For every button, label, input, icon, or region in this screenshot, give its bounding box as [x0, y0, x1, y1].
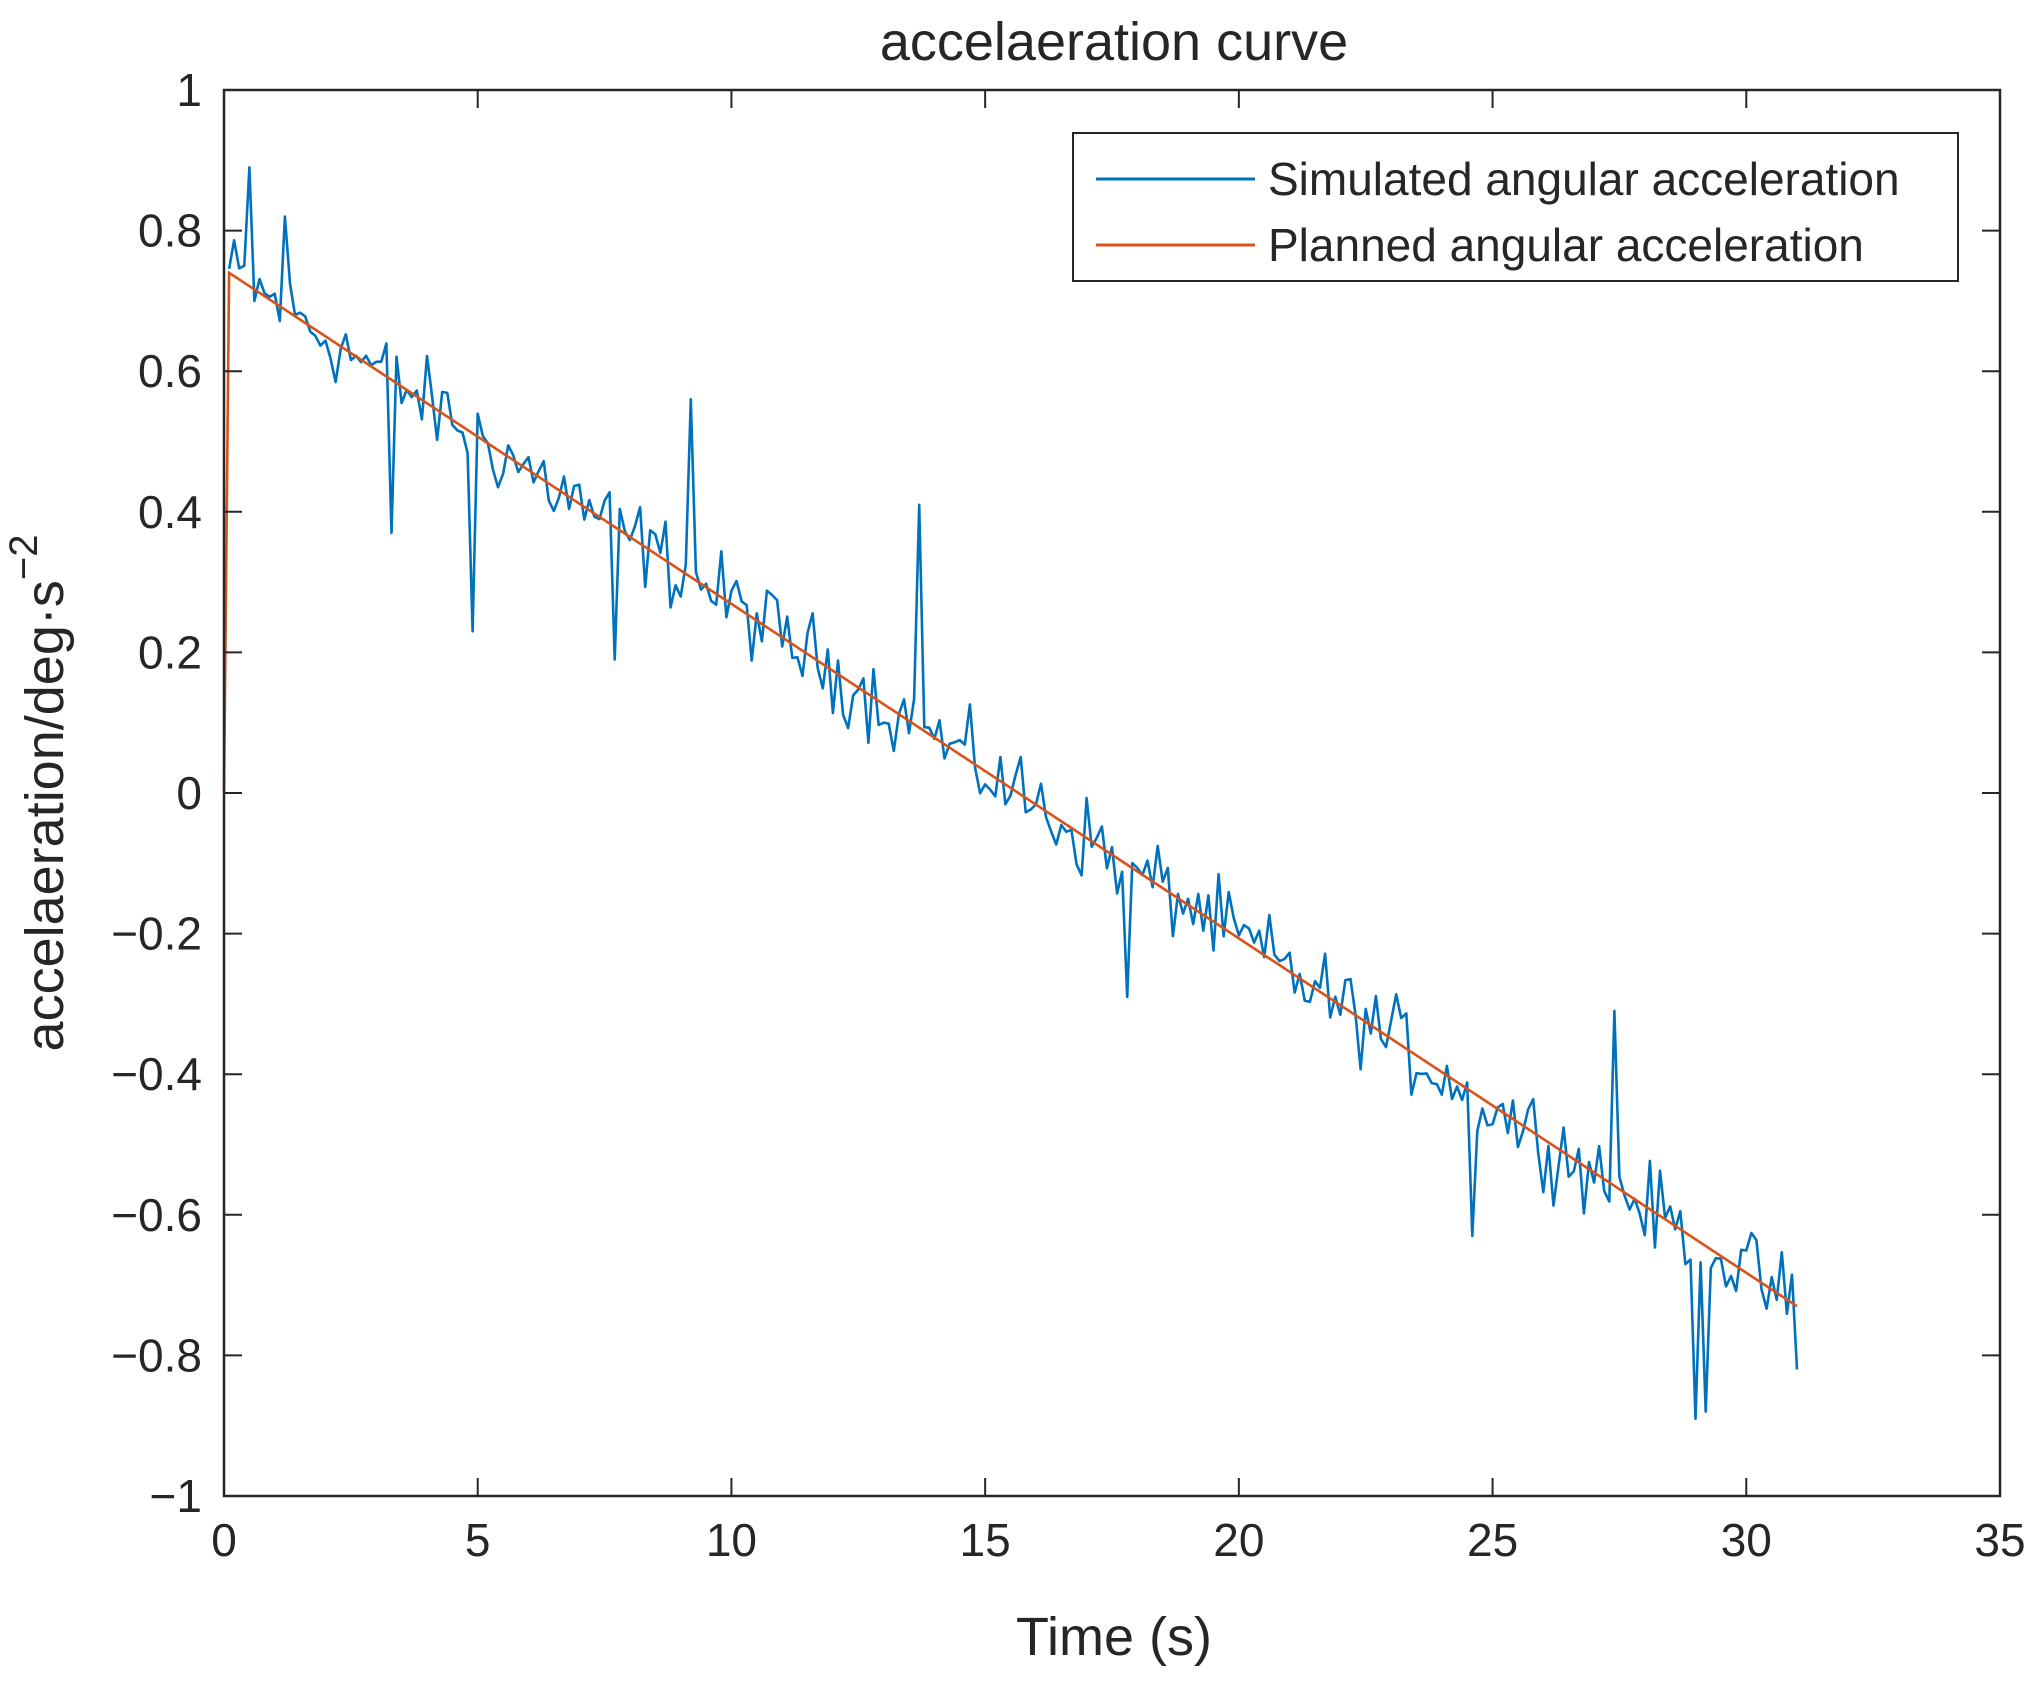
y-tick-label: 0.2: [138, 626, 202, 678]
x-tick-label: 5: [465, 1514, 491, 1566]
legend-label-planned: Planned angular acceleration: [1268, 219, 1864, 271]
y-axis-label-exponent: −2: [2, 535, 46, 581]
tick-layer: 0 5 10 15 20 25 30 35 1 0.8 0.6 0.4 0.2 0 −0.2 −0.4 −0.6…: [111, 64, 2025, 1566]
x-tick-label: 10: [706, 1514, 757, 1566]
y-tick-label: −1: [150, 1470, 202, 1522]
x-tick-label: 35: [1974, 1514, 2025, 1566]
y-tick-label: 0: [176, 767, 202, 819]
x-tick-label: 30: [1721, 1514, 1772, 1566]
chart-title: accelaeration curve: [880, 12, 1348, 72]
y-tick-label: 1: [176, 64, 202, 116]
x-tick-label: 25: [1467, 1514, 1518, 1566]
legend-box: [1072, 132, 1959, 282]
y-axis-label: accelaeration/deg·s−2: [2, 535, 75, 1052]
y-tick-label: −0.4: [111, 1048, 202, 1100]
series-line-simulated: [227, 166, 1799, 1420]
y-tick-label: −0.6: [111, 1189, 202, 1241]
y-tick-label: −0.2: [111, 908, 202, 960]
x-axis-label: Time (s): [1016, 1607, 1212, 1667]
series-layer: [222, 166, 1799, 1420]
y-tick-label: 0.6: [138, 345, 202, 397]
legend-label-simulated: Simulated angular acceleration: [1268, 153, 1900, 205]
x-tick-label: 15: [960, 1514, 1011, 1566]
axes-background: [224, 90, 2000, 1496]
legend: Simulated angular acceleration Planned a…: [1072, 132, 1959, 282]
y-tick-label: −0.8: [111, 1329, 202, 1381]
y-tick-label: 0.8: [138, 205, 202, 257]
y-axis-label-base: accelaeration/deg·s: [15, 580, 75, 1051]
x-tick-label: 0: [211, 1514, 237, 1566]
y-tick-label: 0.4: [138, 486, 202, 538]
plot-area: 0 5 10 15 20 25 30 35 1 0.8 0.6 0.4 0.2 0 −0.2 −0.4 −0.6…: [111, 64, 2025, 1566]
series-line-planned: [222, 270, 1798, 1308]
x-tick-label: 20: [1213, 1514, 1264, 1566]
